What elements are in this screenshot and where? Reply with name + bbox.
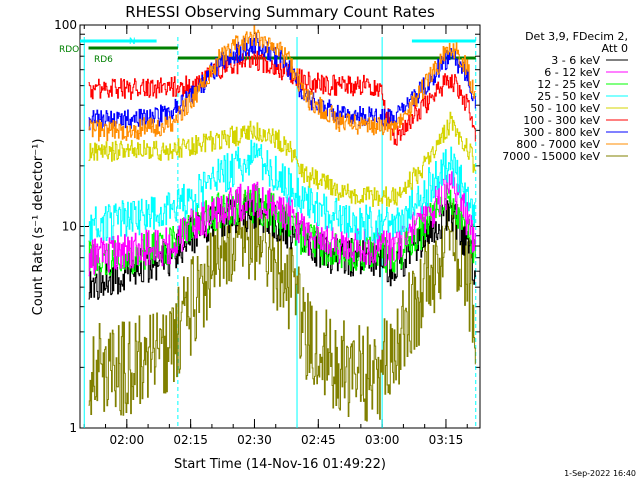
legend-label: 3 - 6 keV	[551, 54, 600, 67]
timestamp-label: 1-Sep-2022 16:40	[564, 469, 636, 478]
legend-label: 25 - 50 keV	[537, 90, 600, 103]
y-axis-label: Count Rate (s⁻¹ detector⁻¹)	[31, 139, 46, 316]
legend-label: 7000 - 15000 keV	[502, 150, 600, 163]
night-flag-label: N	[129, 37, 136, 47]
series-line-7000-15000-kev	[88, 189, 476, 422]
y-tick-label: 100	[54, 18, 77, 32]
x-tick-label: 02:15	[173, 433, 208, 447]
plot-area: 1 10 100 02:00 02:15 02:30 02:45 03:00 03:15 N RDO…	[54, 18, 481, 447]
x-tick-label: 03:00	[365, 433, 400, 447]
legend-label: 12 - 25 keV	[537, 78, 600, 91]
rdo-flag-label: RDO	[59, 45, 79, 55]
series-line-6-12-kev	[88, 171, 476, 277]
rdo-flag-label: RD6	[94, 55, 113, 65]
x-tick-label: 03:15	[429, 433, 464, 447]
legend-header-line: Det 3,9, FDecim 2,	[525, 30, 628, 43]
chart-title: RHESSI Observing Summary Count Rates	[125, 3, 435, 21]
x-axis-label: Start Time (14-Nov-16 01:49:22)	[174, 457, 386, 472]
legend-label: 800 - 7000 keV	[516, 138, 600, 151]
x-tick-label: 02:45	[301, 433, 336, 447]
legend-label: 50 - 100 keV	[530, 102, 600, 115]
y-tick-label: 1	[69, 421, 77, 435]
series-line-800-7000-kev	[88, 25, 476, 142]
x-tick-label: 02:00	[110, 433, 145, 447]
x-tick-label: 02:30	[237, 433, 272, 447]
y-tick-label: 10	[62, 220, 77, 234]
legend-label: 300 - 800 keV	[523, 126, 600, 139]
series-line-25-50-kev	[88, 139, 476, 244]
series-line-50-100-kev	[88, 111, 476, 207]
legend-label: 6 - 12 keV	[544, 66, 600, 79]
legend-header-line: Att 0	[602, 42, 628, 55]
legend-label: 100 - 300 keV	[523, 114, 600, 127]
series-line-12-25-kev	[88, 184, 476, 276]
